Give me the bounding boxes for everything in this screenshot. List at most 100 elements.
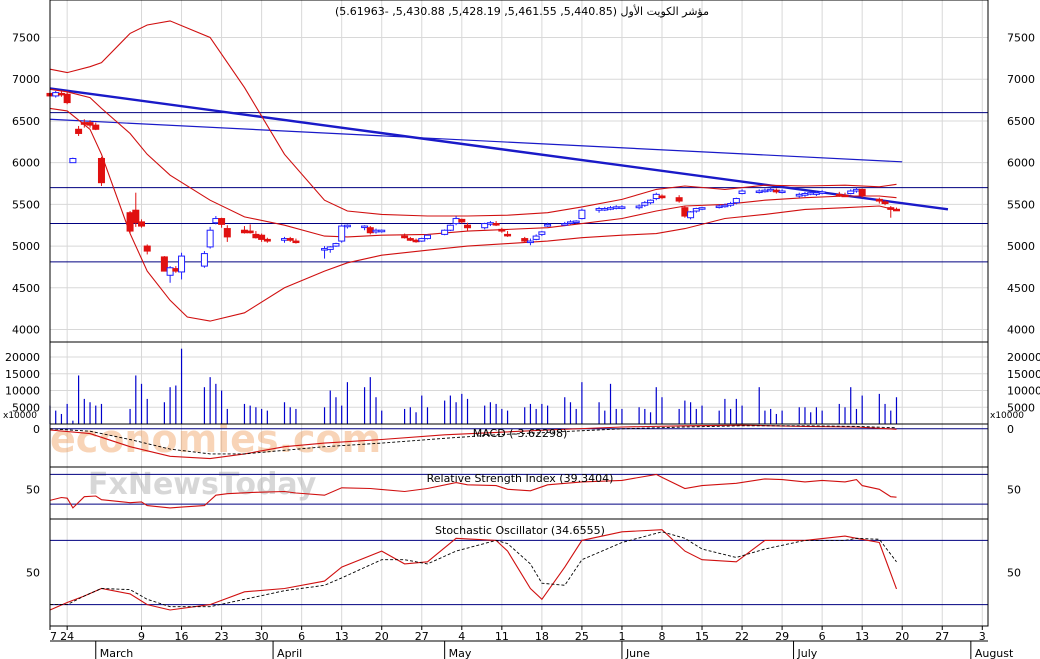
chart-title: مؤشر الكويت الأول (5,440.85, 5,461.55, 5… (335, 4, 709, 18)
candle-body-10 (126, 212, 134, 232)
x-tick-label-22: 27 (935, 630, 949, 643)
candle-body-50 (481, 223, 489, 229)
candle-70 (641, 201, 649, 207)
price-ytick-left-4: 6000 (12, 157, 40, 170)
candle-7 (86, 120, 94, 128)
candle-33 (332, 242, 340, 247)
month-label-1: April (277, 647, 302, 659)
candle-body-3 (63, 93, 71, 104)
candle-10 (126, 211, 134, 234)
x-tick-label-5: 30 (255, 630, 269, 643)
stochastic-ytick-left-0: 50 (26, 567, 40, 580)
candle-body-93 (818, 191, 826, 194)
candle-52 (492, 221, 500, 227)
volume-ytick-left-3: 20000 (5, 351, 40, 364)
candle-body-32 (326, 246, 334, 250)
candle-36 (361, 225, 369, 231)
candle-body-54 (504, 233, 512, 237)
candle-100 (881, 200, 889, 206)
candle-body-2 (57, 92, 65, 96)
candle-69 (635, 204, 643, 210)
volume-ytick-left-0: 5000 (12, 401, 40, 414)
candle-5 (75, 125, 83, 136)
candle-43 (418, 237, 426, 242)
price-ytick-left-5: 6500 (12, 115, 40, 128)
x-tick-label-3: 16 (175, 630, 189, 643)
candle-body-90 (801, 193, 809, 196)
candle-body-102 (892, 208, 900, 212)
candle-83 (738, 189, 746, 195)
x-tick-label-20: 13 (855, 630, 869, 643)
candle-26 (258, 233, 266, 242)
candle-body-74 (675, 197, 683, 202)
candle-body-17 (178, 255, 186, 273)
candle-body-75 (681, 207, 689, 217)
candle-50 (481, 222, 489, 230)
candle-62 (572, 220, 580, 224)
candle-body-15 (166, 267, 174, 276)
candle-body-33 (332, 243, 340, 247)
candle-body-27 (263, 238, 271, 242)
candle-body-40 (401, 235, 409, 239)
candle-body-58 (538, 231, 546, 235)
candle-body-41 (406, 238, 414, 241)
stochastic-label: Stochastic Oscillator (34.6555) (435, 524, 605, 537)
candle-22 (223, 225, 231, 242)
candle-body-97 (852, 188, 860, 192)
macd-ytick-right-0: 0 (1007, 423, 1014, 436)
candle-body-80 (721, 204, 729, 208)
candle-29 (286, 236, 294, 242)
candle-body-101 (887, 207, 895, 210)
volume-ytick-right-3: 20000 (1007, 351, 1040, 364)
price-ytick-right-4: 6000 (1007, 157, 1035, 170)
candle-body-57 (532, 235, 540, 240)
candle-27 (263, 237, 271, 243)
price-ytick-left-2: 5000 (12, 240, 40, 253)
candle-54 (504, 231, 512, 237)
x-tick-label-0: 7 (50, 630, 57, 643)
candle-body-51 (486, 222, 494, 225)
candle-body-23 (240, 229, 248, 234)
x-tick-label-1: 24 (60, 630, 74, 643)
candle-body-96 (847, 190, 855, 195)
candle-body-37 (366, 227, 374, 234)
rsi-ytick-right-0: 50 (1007, 483, 1021, 496)
candle-body-63 (578, 209, 586, 220)
x-tick-label-12: 18 (535, 630, 549, 643)
candle-body-79 (715, 205, 723, 209)
candle-body-77 (692, 208, 700, 212)
x-tick-label-6: 6 (298, 630, 305, 643)
candle-body-69 (635, 205, 643, 209)
candle-body-98 (858, 188, 866, 197)
candle-101 (887, 206, 895, 218)
candle-93 (818, 190, 826, 195)
candle-37 (366, 226, 374, 235)
candle-body-87 (772, 189, 780, 193)
candle-body-47 (452, 218, 460, 225)
price-ytick-left-6: 7000 (12, 73, 40, 86)
candle-3 (63, 91, 71, 105)
price-ytick-left-0: 4000 (12, 323, 40, 336)
candle-body-22 (223, 228, 231, 238)
volume-multiplier-left: x10000 (3, 411, 37, 421)
candle-body-29 (286, 238, 294, 241)
price-ytick-right-7: 7500 (1007, 32, 1035, 45)
x-tick-label-18: 29 (775, 630, 789, 643)
candle-99 (875, 197, 883, 204)
rsi-line (49, 473, 897, 509)
price-ytick-right-6: 7000 (1007, 73, 1035, 86)
candle-body-46 (446, 224, 454, 231)
candle-44 (423, 234, 431, 240)
candle-body-72 (652, 193, 660, 200)
candle-body-71 (647, 199, 655, 204)
candle-55 (521, 236, 529, 243)
price-ytick-right-5: 6500 (1007, 115, 1035, 128)
candle-body-42 (412, 239, 420, 243)
candle-body-62 (572, 220, 580, 224)
grid-layer (50, 0, 988, 626)
candle-body-1 (52, 92, 60, 97)
macd-label: MACD (-3.62298) (473, 427, 568, 440)
bollinger-upper-line (49, 20, 897, 217)
volume-multiplier-right: x10000 (990, 411, 1024, 421)
